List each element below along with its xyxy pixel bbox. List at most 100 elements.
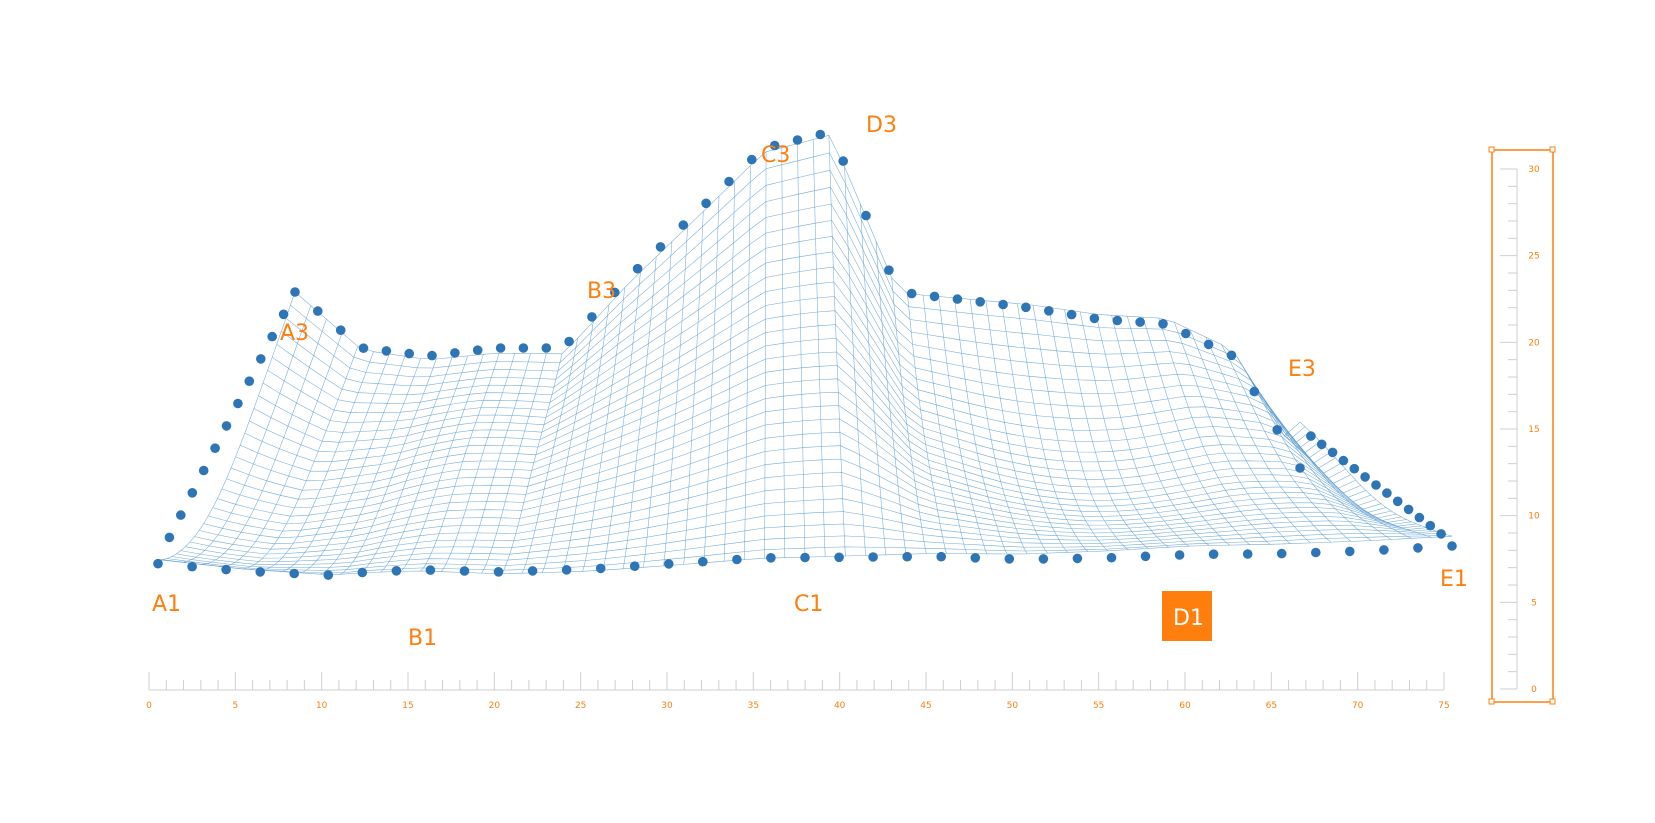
front-edge-point[interactable]: [1004, 554, 1015, 564]
right-edge-point[interactable]: [1316, 439, 1327, 450]
right-edge-point[interactable]: [1306, 431, 1316, 441]
back-edge-point[interactable]: [427, 350, 437, 361]
back-edge-point[interactable]: [952, 294, 963, 304]
right-edge-point[interactable]: [1414, 512, 1425, 523]
front-edge-point[interactable]: [868, 552, 878, 562]
front-edge-point[interactable]: [221, 564, 231, 575]
back-edge-point[interactable]: [1181, 328, 1191, 339]
right-edge-point[interactable]: [1360, 472, 1370, 482]
back-edge-point[interactable]: [518, 343, 529, 353]
back-edge-point[interactable]: [290, 287, 300, 297]
front-edge-point[interactable]: [1242, 549, 1253, 559]
back-edge-point[interactable]: [632, 263, 643, 274]
front-edge-point[interactable]: [289, 568, 300, 579]
back-edge-point[interactable]: [335, 325, 346, 336]
front-edge-point[interactable]: [629, 561, 640, 571]
resize-handle-top-left[interactable]: [1488, 146, 1495, 153]
right-edge-point[interactable]: [1349, 463, 1360, 474]
left-edge-point[interactable]: [176, 510, 186, 520]
right-edge-point[interactable]: [1392, 496, 1403, 507]
left-edge-point[interactable]: [244, 376, 255, 387]
front-edge-point[interactable]: [1276, 548, 1287, 559]
front-edge-point[interactable]: [459, 566, 470, 576]
back-edge-point[interactable]: [404, 348, 415, 359]
front-edge-point[interactable]: [391, 566, 402, 576]
front-edge-point[interactable]: [970, 553, 981, 563]
back-edge-point[interactable]: [1021, 302, 1031, 313]
back-edge-point[interactable]: [769, 140, 780, 151]
back-edge-point[interactable]: [1044, 306, 1054, 316]
back-edge-point[interactable]: [838, 156, 848, 166]
back-edge-point[interactable]: [1066, 309, 1077, 320]
back-edge-point[interactable]: [358, 343, 369, 354]
back-edge-point[interactable]: [1226, 350, 1237, 361]
left-edge-point[interactable]: [198, 465, 209, 476]
back-edge-point[interactable]: [655, 242, 666, 252]
back-edge-point[interactable]: [313, 306, 323, 316]
front-edge-point[interactable]: [766, 553, 776, 563]
back-edge-point[interactable]: [1135, 317, 1145, 327]
front-edge-point[interactable]: [1379, 545, 1389, 555]
left-edge-point[interactable]: [278, 309, 289, 320]
right-edge-point[interactable]: [1371, 480, 1381, 490]
back-edge-point[interactable]: [975, 297, 985, 307]
back-edge-point[interactable]: [1295, 463, 1305, 473]
right-edge-point[interactable]: [1338, 455, 1349, 466]
front-edge-point[interactable]: [1345, 546, 1355, 557]
back-edge-point[interactable]: [587, 312, 597, 322]
left-edge-point[interactable]: [164, 532, 175, 543]
front-edge-point[interactable]: [595, 563, 606, 574]
back-edge-point[interactable]: [472, 345, 483, 356]
back-edge-point[interactable]: [998, 299, 1008, 310]
back-edge-point[interactable]: [1112, 315, 1123, 326]
back-edge-point[interactable]: [792, 135, 803, 145]
label-d1-badge[interactable]: D1: [1162, 591, 1212, 641]
back-edge-point[interactable]: [495, 343, 506, 353]
front-edge-point[interactable]: [902, 551, 912, 562]
z-scale[interactable]: 0 5 10 15 20 25 30: [1488, 146, 1556, 705]
front-edge-point[interactable]: [255, 567, 265, 577]
front-edge-point[interactable]: [664, 559, 674, 569]
left-edge-point[interactable]: [233, 398, 243, 409]
back-edge-point[interactable]: [724, 176, 734, 187]
back-edge-point[interactable]: [884, 265, 894, 276]
back-edge-point[interactable]: [1249, 386, 1260, 397]
right-edge-point[interactable]: [1327, 447, 1338, 458]
resize-handle-bottom-right[interactable]: [1549, 698, 1556, 705]
front-edge-point[interactable]: [732, 554, 742, 565]
left-edge-point[interactable]: [210, 443, 220, 454]
resize-handle-top-right[interactable]: [1549, 146, 1556, 153]
resize-handle-bottom-left[interactable]: [1488, 698, 1495, 705]
back-edge-point[interactable]: [564, 336, 574, 347]
front-edge-point[interactable]: [800, 552, 810, 563]
front-edge-point[interactable]: [493, 567, 504, 577]
back-edge-point[interactable]: [610, 287, 620, 298]
back-edge-point[interactable]: [1089, 313, 1100, 324]
left-edge-point[interactable]: [187, 488, 198, 498]
front-edge-point[interactable]: [1413, 543, 1423, 553]
front-edge-point[interactable]: [187, 561, 197, 572]
back-edge-point[interactable]: [701, 198, 711, 209]
front-edge-point[interactable]: [561, 565, 572, 575]
front-edge-point[interactable]: [698, 556, 708, 567]
front-edge-point[interactable]: [153, 558, 163, 569]
front-edge-point[interactable]: [357, 567, 368, 578]
front-edge-point[interactable]: [936, 551, 946, 562]
front-edge-point[interactable]: [1106, 552, 1117, 563]
left-edge-point[interactable]: [267, 331, 278, 342]
back-edge-point[interactable]: [815, 129, 826, 140]
back-edge-point[interactable]: [541, 343, 552, 353]
front-edge-point[interactable]: [1038, 554, 1049, 564]
front-edge-point[interactable]: [1311, 547, 1321, 558]
back-edge-point[interactable]: [678, 220, 689, 230]
back-edge-point[interactable]: [450, 348, 460, 358]
right-edge-point[interactable]: [1425, 520, 1436, 531]
front-edge-point[interactable]: [323, 570, 334, 580]
front-edge-point[interactable]: [834, 552, 844, 563]
front-edge-point[interactable]: [1174, 550, 1185, 560]
front-edge-point[interactable]: [1208, 549, 1219, 559]
left-edge-point[interactable]: [255, 354, 266, 364]
front-edge-point[interactable]: [527, 566, 538, 576]
back-edge-point[interactable]: [906, 288, 917, 299]
right-edge-point[interactable]: [1436, 529, 1446, 539]
